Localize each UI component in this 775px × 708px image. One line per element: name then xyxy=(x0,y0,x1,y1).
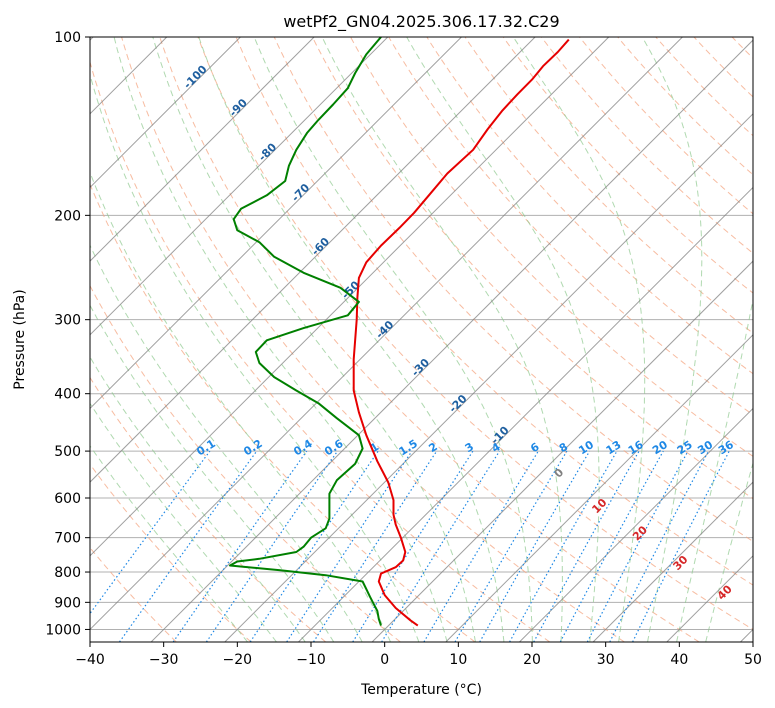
mixing-ratio-line xyxy=(249,450,379,642)
mixing-ratio-line xyxy=(286,450,413,642)
isotherm xyxy=(90,37,389,336)
moist-adiabat xyxy=(198,37,505,642)
dry-adiabat xyxy=(159,37,700,642)
x-axis-label: Temperature (°C) xyxy=(360,682,482,698)
isotherm xyxy=(90,37,610,557)
moist-adiabat xyxy=(113,37,448,642)
plot-area xyxy=(90,37,753,642)
x-tick-label: −20 xyxy=(223,652,253,668)
y-axis: 100 200 300 400 500 600 700 800 900 1000 xyxy=(45,30,90,638)
y-tick-label: 900 xyxy=(54,595,81,611)
plot-background xyxy=(90,37,753,642)
dry-adiabat xyxy=(579,37,753,215)
chart-title: wetPf2_GN04.2025.306.17.32.C29 xyxy=(283,12,559,32)
profiles xyxy=(229,37,570,627)
dry-adiabat xyxy=(90,284,401,642)
x-tick-label: 0 xyxy=(380,652,389,668)
mixing-ratio-line xyxy=(172,450,308,642)
y-tick-label: 300 xyxy=(54,313,81,329)
isotherm xyxy=(371,260,753,642)
mixing-ratio-line xyxy=(312,450,438,642)
isotherm xyxy=(224,113,753,642)
moist-adiabat xyxy=(90,171,391,642)
plot-border xyxy=(89,36,754,643)
isotherm xyxy=(90,37,462,410)
moist-adiabat xyxy=(152,37,476,642)
mixing-ratio-line xyxy=(533,450,640,642)
isotherms xyxy=(90,37,753,642)
y-tick-label: 200 xyxy=(54,208,81,224)
dry-adiabat xyxy=(90,463,252,642)
mixing-ratio-line xyxy=(509,450,618,642)
dry-adiabat xyxy=(770,37,775,642)
y-tick-label: 700 xyxy=(54,531,81,547)
moist-adiabat xyxy=(676,296,753,642)
moist-adiabat xyxy=(512,37,646,642)
temperature-profile xyxy=(352,38,570,627)
moist-adiabat xyxy=(253,37,533,642)
x-tick-label: 50 xyxy=(744,652,762,668)
moist-adiabat xyxy=(321,37,563,642)
moist-adiabats xyxy=(90,37,753,642)
y-tick-label: 100 xyxy=(54,30,81,46)
moist-adiabat xyxy=(90,402,277,642)
mixing-ratio-line xyxy=(381,450,501,642)
x-tick-label: 30 xyxy=(597,652,615,668)
isotherm xyxy=(298,186,753,642)
moist-adiabat xyxy=(705,461,753,642)
dry-adiabat xyxy=(388,37,753,416)
dry-adiabat xyxy=(197,37,753,631)
y-tick-label: 1000 xyxy=(45,622,81,638)
isotherm xyxy=(90,37,683,631)
x-tick-label: −40 xyxy=(75,652,105,668)
mixing-ratio-line xyxy=(119,450,258,642)
dry-adiabat xyxy=(502,37,753,294)
x-tick-label: 20 xyxy=(523,652,541,668)
isotherm xyxy=(592,481,753,642)
x-axis: −40 −30 −20 −10 0 10 20 30 40 50 xyxy=(75,642,762,668)
isotherm xyxy=(445,334,753,642)
dry-adiabat xyxy=(121,37,625,642)
isotherm xyxy=(150,39,753,642)
mixing-ratio-line xyxy=(632,450,730,642)
dry-adiabat xyxy=(464,37,753,334)
moist-adiabat xyxy=(90,72,420,642)
mixing-ratio-line xyxy=(90,450,211,615)
mixing-ratio-lines xyxy=(90,450,730,642)
y-tick-label: 400 xyxy=(54,387,81,403)
x-tick-label: 40 xyxy=(670,652,688,668)
dry-adiabats xyxy=(90,37,775,642)
plot-frame xyxy=(89,36,754,643)
y-tick-label: 500 xyxy=(54,444,81,460)
moist-adiabat xyxy=(90,244,363,642)
moist-adiabat xyxy=(406,37,600,642)
x-tick-label: −30 xyxy=(149,652,179,668)
moist-adiabat xyxy=(90,356,306,642)
y-axis-label: Pressure (hPa) xyxy=(12,289,28,389)
y-tick-label: 800 xyxy=(54,565,81,581)
moist-adiabat xyxy=(90,304,335,642)
isotherm xyxy=(519,407,753,642)
pressure-grid xyxy=(90,37,753,630)
isotherm xyxy=(90,37,536,483)
x-tick-label: −10 xyxy=(296,652,326,668)
dewpoint-profile xyxy=(229,37,382,626)
dry-adiabat xyxy=(311,37,753,500)
mixing-ratio-line xyxy=(352,450,474,642)
dry-adiabat xyxy=(90,60,551,642)
mixing-ratio-line xyxy=(205,450,338,642)
y-tick-label: 600 xyxy=(54,491,81,507)
dry-adiabat xyxy=(235,37,753,586)
moist-adiabat xyxy=(641,37,703,642)
dry-adiabat xyxy=(617,37,753,176)
isotherm xyxy=(90,37,241,189)
x-tick-label: 10 xyxy=(449,652,467,668)
moist-adiabat xyxy=(90,445,248,642)
isotherm xyxy=(90,37,315,262)
mixing-ratio-line xyxy=(559,450,664,642)
